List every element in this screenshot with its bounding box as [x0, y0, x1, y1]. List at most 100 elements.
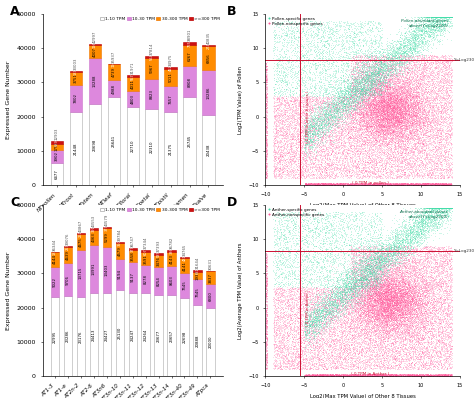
Point — [390, 98, 398, 105]
Point — [411, 128, 419, 135]
Point — [308, 316, 315, 322]
Point — [328, 131, 336, 138]
Point — [438, 151, 445, 158]
Point — [326, 360, 334, 366]
Point — [396, 293, 403, 299]
Point — [283, 281, 290, 287]
Point — [308, 133, 315, 139]
Point — [403, 224, 411, 231]
Point — [403, 278, 411, 285]
Point — [366, 96, 374, 103]
Point — [401, 171, 409, 178]
Point — [350, 349, 358, 355]
Point — [334, 290, 342, 297]
Point — [376, 293, 384, 299]
Point — [328, 111, 335, 118]
Point — [379, 277, 386, 283]
Point — [423, 246, 430, 252]
Point — [393, 277, 401, 283]
Point — [278, 92, 286, 98]
Point — [396, 115, 403, 121]
Point — [424, 292, 432, 298]
Point — [422, 180, 430, 187]
Point — [392, 114, 400, 121]
Point — [309, 133, 317, 139]
Point — [385, 75, 392, 81]
Point — [362, 267, 369, 273]
Point — [445, 181, 453, 187]
Point — [372, 102, 380, 109]
Point — [369, 100, 376, 107]
Point — [417, 347, 424, 354]
Point — [325, 181, 332, 187]
Point — [447, 205, 454, 212]
Point — [358, 371, 365, 378]
Point — [389, 112, 397, 119]
Point — [434, 17, 442, 23]
Point — [399, 287, 406, 294]
Point — [352, 254, 360, 260]
Point — [365, 152, 373, 159]
Point — [283, 335, 291, 341]
Point — [403, 42, 411, 49]
Point — [340, 225, 347, 231]
Point — [289, 167, 297, 174]
Point — [374, 310, 382, 316]
Point — [374, 341, 382, 348]
Point — [416, 80, 424, 86]
Point — [381, 306, 388, 312]
Point — [312, 285, 319, 291]
Point — [386, 372, 394, 378]
Point — [369, 112, 377, 119]
Point — [402, 317, 410, 323]
Point — [401, 321, 408, 327]
Point — [335, 165, 342, 172]
Point — [343, 372, 351, 378]
Point — [428, 109, 435, 116]
Point — [320, 358, 328, 364]
Point — [365, 120, 372, 127]
Point — [327, 373, 334, 379]
Point — [362, 41, 369, 47]
Point — [401, 271, 409, 277]
Point — [366, 88, 374, 95]
Point — [421, 250, 428, 256]
Point — [285, 213, 292, 219]
Point — [327, 300, 335, 306]
Point — [404, 75, 411, 81]
Point — [437, 127, 444, 133]
Point — [389, 275, 396, 281]
Point — [415, 300, 422, 306]
Point — [357, 93, 365, 100]
Point — [408, 101, 416, 108]
Point — [401, 290, 409, 296]
Point — [401, 45, 409, 51]
Point — [315, 151, 323, 158]
Point — [344, 129, 351, 135]
Point — [263, 174, 270, 181]
Point — [383, 119, 391, 125]
Point — [395, 296, 402, 302]
Point — [294, 358, 301, 365]
Point — [428, 169, 436, 176]
Point — [280, 340, 287, 347]
Point — [379, 371, 387, 377]
Point — [418, 334, 425, 340]
Point — [372, 371, 379, 377]
Point — [439, 373, 447, 379]
Point — [437, 371, 445, 378]
Point — [404, 55, 411, 61]
Point — [428, 67, 436, 74]
Point — [348, 135, 356, 141]
Point — [369, 282, 377, 289]
Point — [340, 163, 347, 169]
Point — [362, 79, 369, 86]
Point — [423, 47, 431, 53]
Point — [366, 314, 374, 320]
Point — [410, 93, 417, 99]
Point — [424, 371, 431, 378]
Point — [328, 121, 336, 127]
Point — [381, 62, 389, 69]
Point — [356, 372, 363, 378]
Point — [340, 60, 347, 66]
